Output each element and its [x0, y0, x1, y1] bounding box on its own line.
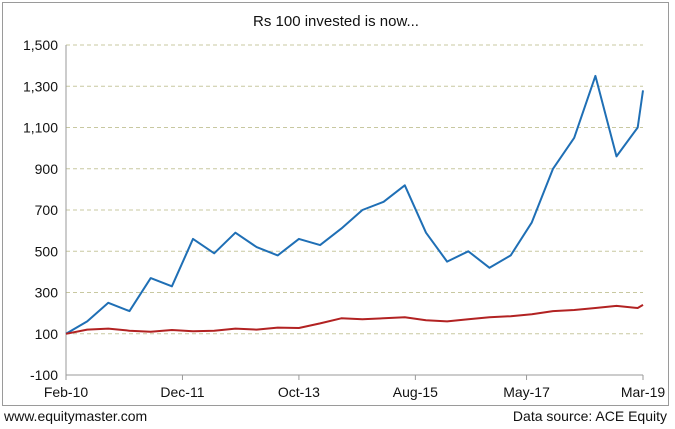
x-tick-label: Dec-11	[160, 384, 204, 400]
y-tick-label: 1,300	[23, 78, 58, 94]
y-tick-label: 1,100	[23, 120, 58, 136]
x-tick-label: Aug-15	[393, 384, 438, 400]
line-chart: Rs 100 invested is now... -100 100 300 500 7…	[23, 13, 666, 400]
x-tick-label: Oct-13	[278, 384, 320, 400]
data-source-note: Data source: ACE Equity	[512, 408, 667, 424]
series-lines	[65, 74, 644, 335]
y-tick-label: 500	[35, 243, 59, 259]
y-tick-label: 300	[35, 285, 59, 301]
x-tick-label: Feb-10	[44, 384, 89, 400]
y-tick-label: 700	[35, 202, 59, 218]
y-tick-labels: -100 100 300 500 700 900 1,100 1,300 1,500	[23, 37, 58, 383]
x-tick-label: May-17	[503, 384, 550, 400]
source-website: www.equitymaster.com	[4, 408, 148, 424]
series-line-2	[65, 304, 644, 335]
series-line-1	[65, 74, 644, 335]
x-axis: Feb-10 Dec-11 Oct-13 Aug-15 May-17 Mar-19	[44, 45, 666, 400]
x-tick-label: Mar-19	[621, 384, 666, 400]
y-tick-label: 1,500	[23, 37, 58, 53]
y-tick-label: 100	[35, 326, 59, 342]
y-tick-label: -100	[30, 367, 58, 383]
chart-frame: Rs 100 invested is now... -100 100 300 500 7…	[2, 2, 669, 406]
gridlines	[66, 44, 643, 335]
y-tick-label: 900	[35, 161, 59, 177]
chart-title: Rs 100 invested is now...	[253, 13, 419, 30]
